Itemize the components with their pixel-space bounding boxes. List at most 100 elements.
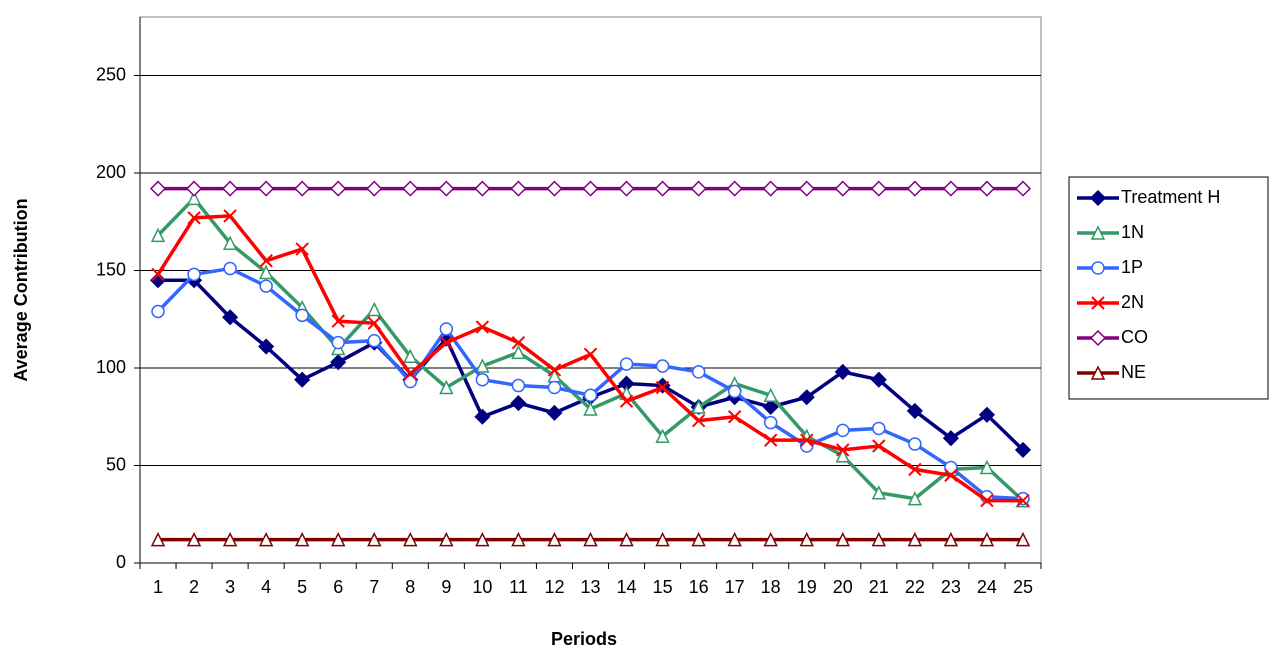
marker [944, 460, 958, 475]
marker [475, 320, 490, 334]
marker [1089, 189, 1107, 207]
marker [906, 180, 923, 197]
legend-label: 1P [1121, 257, 1143, 277]
marker [510, 395, 527, 412]
marker [258, 180, 275, 197]
marker [511, 335, 526, 350]
x-axis-title: Periods [551, 629, 617, 649]
marker [1014, 441, 1032, 458]
marker [294, 180, 311, 197]
marker [583, 347, 598, 362]
series [149, 180, 1032, 197]
marker [403, 531, 418, 547]
marker [331, 335, 345, 350]
marker [1016, 491, 1030, 506]
marker [834, 180, 851, 197]
x-tick-label: 15 [653, 577, 673, 597]
marker [871, 531, 887, 547]
marker [908, 437, 922, 451]
marker [475, 372, 490, 387]
marker [1091, 261, 1105, 275]
marker [367, 333, 382, 348]
marker [438, 180, 455, 197]
marker [546, 404, 563, 421]
marker [439, 379, 454, 395]
marker [330, 354, 347, 371]
marker [691, 531, 706, 547]
marker [763, 531, 778, 547]
x-tick-label: 16 [689, 577, 709, 597]
marker [835, 448, 850, 463]
legend-label: NE [1121, 362, 1146, 382]
marker [366, 180, 383, 197]
marker [762, 180, 779, 197]
x-tick-label: 13 [580, 577, 600, 597]
legend-label: Treatment H [1121, 187, 1220, 207]
marker [836, 443, 850, 457]
marker [835, 531, 850, 547]
marker [367, 316, 381, 330]
x-tick-label: 5 [297, 577, 307, 597]
marker [871, 485, 887, 500]
marker [907, 531, 923, 547]
marker [727, 410, 742, 424]
marker [511, 531, 526, 547]
x-tick-label: 6 [333, 577, 343, 597]
marker [798, 389, 815, 406]
marker [330, 180, 347, 197]
marker [691, 413, 706, 428]
x-tick-label: 10 [472, 577, 492, 597]
marker [872, 421, 886, 436]
y-tick-label: 250 [96, 64, 126, 84]
marker [547, 531, 562, 547]
marker [547, 380, 562, 395]
marker [583, 531, 598, 547]
marker [185, 180, 203, 197]
y-tick-label: 0 [116, 552, 126, 572]
marker [294, 531, 310, 547]
marker [403, 367, 418, 381]
legend-label: 1N [1121, 222, 1144, 242]
marker [149, 180, 167, 197]
marker [1014, 180, 1032, 197]
marker [258, 531, 274, 547]
marker [691, 399, 706, 414]
marker [475, 358, 490, 373]
marker [475, 531, 490, 547]
marker [583, 388, 598, 403]
x-tick-label: 1 [153, 577, 163, 597]
plot-area [139, 16, 1042, 564]
marker [222, 531, 238, 547]
marker [151, 267, 165, 282]
marker [474, 408, 491, 425]
marker [618, 180, 635, 197]
marker [907, 490, 923, 506]
x-tick-label: 3 [225, 577, 235, 597]
marker [439, 322, 454, 336]
marker [763, 415, 778, 430]
marker [727, 531, 742, 547]
marker [906, 402, 923, 419]
marker [690, 180, 707, 197]
marker [186, 190, 202, 206]
x-tick-label: 22 [905, 577, 925, 597]
marker [619, 394, 634, 408]
legend-label: 2N [1121, 292, 1144, 312]
x-tick-label: 7 [369, 577, 379, 597]
y-tick-label: 50 [106, 454, 126, 474]
marker [511, 344, 526, 360]
marker [150, 227, 166, 243]
y-tick-label: 150 [96, 259, 126, 279]
marker [943, 531, 959, 547]
marker [439, 531, 454, 547]
marker [1090, 365, 1106, 380]
marker [979, 531, 995, 547]
x-tick-label: 19 [797, 577, 817, 597]
marker [223, 209, 237, 223]
marker [258, 264, 274, 280]
marker [870, 371, 887, 388]
marker [763, 387, 778, 403]
marker [762, 398, 779, 416]
marker [1016, 493, 1030, 508]
